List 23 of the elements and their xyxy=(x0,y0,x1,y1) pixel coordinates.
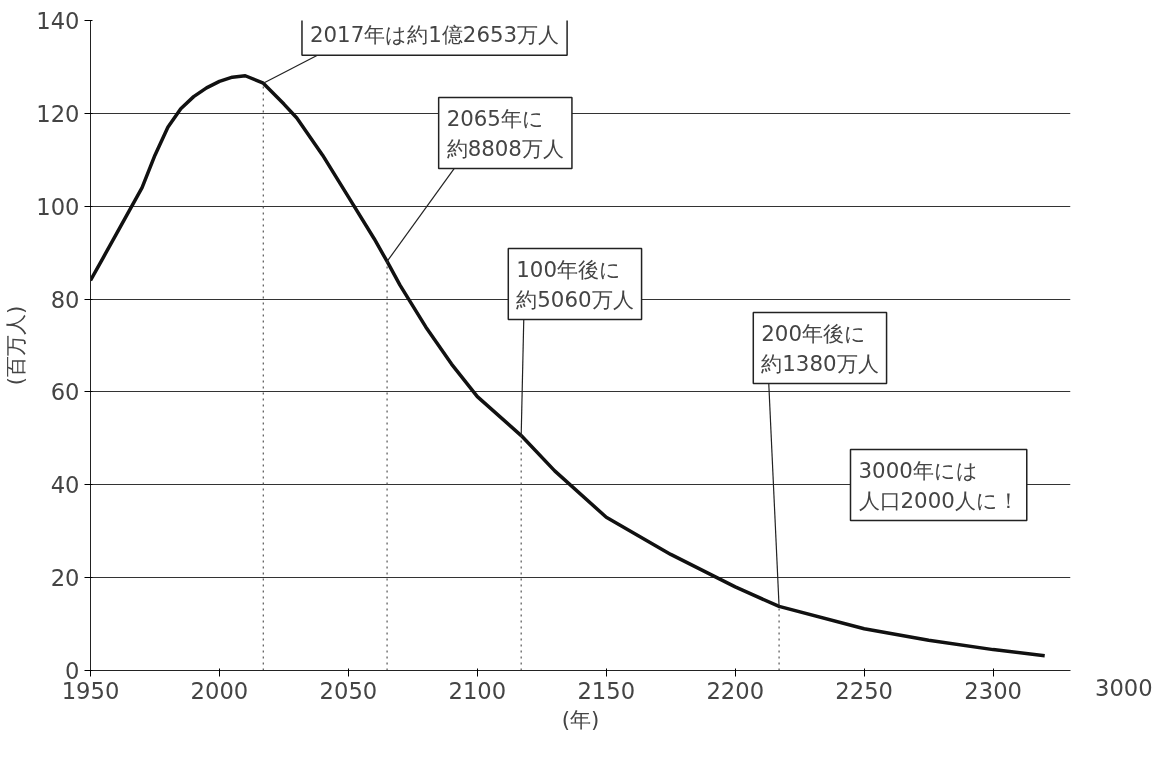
x-tick-label: 2250 xyxy=(835,677,894,704)
y-tick-label: 140 xyxy=(36,8,80,34)
x-tick-label: 2200 xyxy=(706,677,765,704)
y-tick-label: 80 xyxy=(50,286,80,313)
y-tick-label: 20 xyxy=(50,565,80,592)
y-tick-label: 100 xyxy=(36,193,80,220)
y-axis-title: (百万人) xyxy=(3,305,29,386)
x-tick-label: 2300 xyxy=(964,677,1022,704)
annotation: 200年後に約1380万人 xyxy=(761,320,879,376)
annotation: 3000年には人口2000人に！ xyxy=(858,457,1019,513)
x-tick-label: 2050 xyxy=(319,677,378,704)
line-series xyxy=(90,74,1047,658)
annotation: 100年後に約5060万人 xyxy=(516,256,634,312)
x-tick-label: 2000 xyxy=(190,677,249,704)
y-tick-label: 120 xyxy=(36,100,80,127)
annotation: 2017年は約1億2653万人 xyxy=(309,22,560,48)
x-tick-label: 2100 xyxy=(448,677,507,704)
x-axis-title: (年) xyxy=(561,706,600,732)
y-tick-label: 60 xyxy=(50,379,80,406)
text: 3000 xyxy=(1095,674,1153,703)
y-tick-label: 40 xyxy=(50,472,80,499)
annotation: 2065年に約8808万人 xyxy=(446,105,564,161)
x-tick-label: 2150 xyxy=(577,677,636,704)
